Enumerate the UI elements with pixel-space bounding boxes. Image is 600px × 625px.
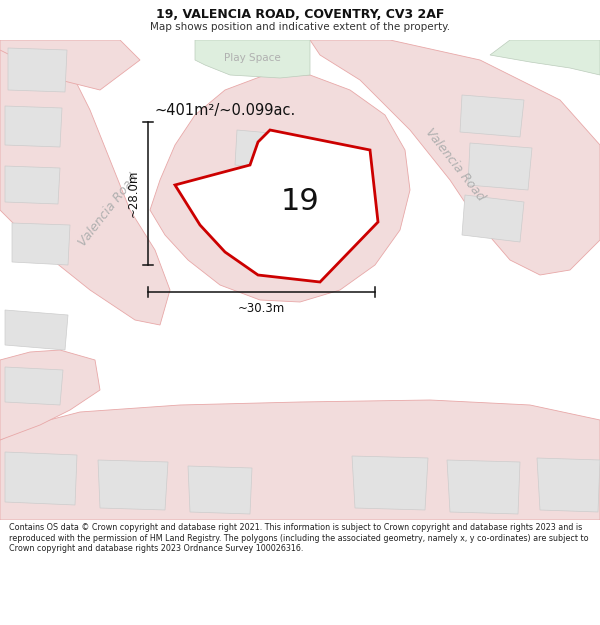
- Polygon shape: [447, 460, 520, 514]
- Polygon shape: [0, 400, 600, 520]
- Text: Map shows position and indicative extent of the property.: Map shows position and indicative extent…: [150, 22, 450, 32]
- Polygon shape: [0, 350, 100, 440]
- Text: 19: 19: [281, 188, 319, 216]
- Polygon shape: [8, 48, 67, 92]
- Polygon shape: [175, 130, 378, 282]
- Text: ~28.0m: ~28.0m: [127, 170, 140, 217]
- Text: Play Space: Play Space: [224, 53, 280, 63]
- Polygon shape: [150, 75, 410, 302]
- Polygon shape: [5, 310, 68, 350]
- Polygon shape: [5, 106, 62, 147]
- Text: ~30.3m: ~30.3m: [238, 302, 285, 315]
- Text: ~401m²/~0.099ac.: ~401m²/~0.099ac.: [155, 102, 296, 118]
- Text: Valencia Road: Valencia Road: [76, 171, 140, 249]
- Text: Valencia Road: Valencia Road: [423, 126, 487, 204]
- Polygon shape: [5, 452, 77, 505]
- Polygon shape: [188, 466, 252, 514]
- Polygon shape: [228, 170, 296, 222]
- Polygon shape: [0, 40, 170, 325]
- Polygon shape: [537, 458, 600, 512]
- Polygon shape: [462, 195, 524, 242]
- Polygon shape: [460, 95, 524, 137]
- Polygon shape: [5, 367, 63, 405]
- Polygon shape: [5, 166, 60, 204]
- Text: 19, VALENCIA ROAD, COVENTRY, CV3 2AF: 19, VALENCIA ROAD, COVENTRY, CV3 2AF: [156, 8, 444, 21]
- Polygon shape: [98, 460, 168, 510]
- Polygon shape: [235, 130, 293, 170]
- Polygon shape: [310, 40, 600, 275]
- Polygon shape: [352, 456, 428, 510]
- Text: Contains OS data © Crown copyright and database right 2021. This information is : Contains OS data © Crown copyright and d…: [9, 523, 589, 553]
- Polygon shape: [490, 40, 600, 75]
- Polygon shape: [468, 143, 532, 190]
- Polygon shape: [12, 223, 70, 265]
- Polygon shape: [195, 40, 310, 78]
- Polygon shape: [0, 40, 140, 90]
